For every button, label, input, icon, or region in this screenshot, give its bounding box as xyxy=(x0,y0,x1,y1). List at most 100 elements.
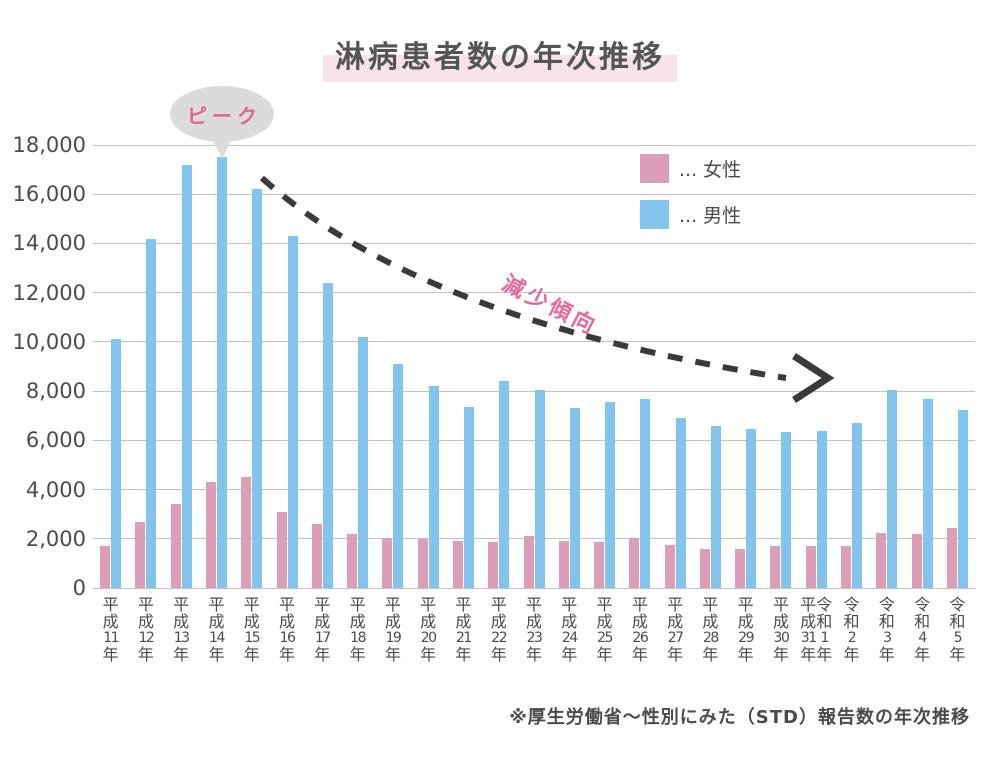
gridline xyxy=(93,390,975,392)
gridline xyxy=(93,489,975,491)
y-tick-label: 8,000 xyxy=(25,379,86,404)
bar-male xyxy=(605,402,616,588)
bar-male xyxy=(287,236,298,588)
x-tick-label: 平成 22 年 xyxy=(490,595,508,664)
bar-female xyxy=(523,536,534,588)
bar-female xyxy=(382,537,393,588)
bar-male xyxy=(710,425,721,588)
x-tick-label: 平成 26 年 xyxy=(631,595,649,664)
peak-balloon-pointer xyxy=(209,133,235,159)
bar-female xyxy=(170,504,181,588)
x-tick-label: 平成 30 年 xyxy=(772,595,790,664)
bar-female xyxy=(770,546,781,588)
gridline xyxy=(93,144,975,146)
bar-female xyxy=(946,527,957,588)
x-tick-label: 平成 11 年 xyxy=(102,595,120,664)
bar-male xyxy=(322,282,333,588)
title-bar: 淋病患者数の年次推移 xyxy=(0,30,1000,82)
bar-female xyxy=(664,544,675,588)
bar-female xyxy=(205,482,216,588)
gridline xyxy=(93,538,975,540)
x-tick-label: 平成 28 年 xyxy=(702,595,719,664)
bar-female xyxy=(735,548,746,588)
bar-male xyxy=(675,418,686,588)
bar-female xyxy=(417,538,428,588)
legend: ... 女性 ... 男性 xyxy=(640,152,741,244)
x-tick-label: 平成 25 年 xyxy=(596,595,614,664)
x-tick-label: 平成 31 年令和 1 年 xyxy=(800,595,833,664)
bar-female xyxy=(558,541,569,588)
bar-male xyxy=(887,389,898,588)
legend-swatch-male xyxy=(640,200,669,229)
bar-male xyxy=(252,189,263,588)
y-tick-label: 10,000 xyxy=(12,329,86,354)
bar-female xyxy=(876,532,887,588)
bar-female xyxy=(311,524,322,588)
x-tick-label: 平成 17 年 xyxy=(314,595,331,664)
y-tick-label: 14,000 xyxy=(12,231,86,256)
y-tick-label: 6,000 xyxy=(25,428,86,453)
x-tick-label: 平成 27 年 xyxy=(667,595,684,664)
legend-label-male: ... 男性 xyxy=(679,205,742,227)
bar-male xyxy=(428,386,439,588)
x-tick-label: 平成 29 年 xyxy=(737,595,755,664)
x-tick-label: 平成 21 年 xyxy=(455,595,472,664)
peak-balloon-label: ピーク xyxy=(187,103,262,128)
bar-male xyxy=(852,423,863,588)
legend-item-male: ... 男性 xyxy=(640,198,741,231)
legend-item-female: ... 女性 xyxy=(640,152,741,185)
bar-male xyxy=(816,430,827,588)
page-title: 淋病患者数の年次推移 xyxy=(323,30,677,82)
bar-male xyxy=(781,431,792,588)
bar-female xyxy=(100,546,111,588)
bar-male xyxy=(146,238,157,588)
bar-male xyxy=(922,398,933,588)
y-tick-label: 0 xyxy=(72,576,86,600)
bar-female xyxy=(452,541,463,588)
bar-female xyxy=(594,542,605,588)
bar-male xyxy=(358,336,369,588)
gridline xyxy=(93,439,975,441)
peak-balloon: ピーク xyxy=(170,86,274,142)
x-tick-label: 平成 19 年 xyxy=(384,595,402,664)
bar-male xyxy=(463,407,474,588)
x-tick-label: 平成 12 年 xyxy=(137,595,155,664)
bar-female xyxy=(805,546,816,588)
legend-swatch-female xyxy=(640,154,669,183)
bar-female xyxy=(841,546,852,588)
plot-area xyxy=(93,144,975,589)
legend-label-female: ... 女性 xyxy=(679,159,742,181)
x-tick-label: 平成 13 年 xyxy=(173,595,190,664)
x-tick-label: 平成 18 年 xyxy=(349,595,367,664)
x-tick-label: 平成 23 年 xyxy=(525,595,543,664)
y-tick-label: 4,000 xyxy=(25,477,86,502)
bar-male xyxy=(181,164,192,588)
y-tick-label: 12,000 xyxy=(12,280,86,305)
bar-female xyxy=(276,511,287,588)
bar-male xyxy=(111,339,122,588)
bar-female xyxy=(135,521,146,588)
bar-female xyxy=(629,537,640,588)
bar-male xyxy=(216,157,227,588)
y-tick-label: 18,000 xyxy=(12,133,86,157)
bar-male xyxy=(957,409,968,588)
x-tick-label: 平成 16 年 xyxy=(279,595,296,664)
x-tick-label: 平成 20 年 xyxy=(420,595,437,664)
y-tick-label: 2,000 xyxy=(25,526,86,551)
bar-male xyxy=(746,429,757,588)
bar-male xyxy=(640,398,651,588)
bar-male xyxy=(499,381,510,588)
bar-female xyxy=(347,533,358,588)
bar-female xyxy=(488,542,499,588)
bar-female xyxy=(241,477,252,588)
x-tick-label: 平成 15 年 xyxy=(243,595,261,664)
bar-male xyxy=(393,364,404,588)
x-tick-label: 平成 24 年 xyxy=(561,595,578,664)
bar-female xyxy=(911,533,922,588)
source-footnote: ※厚生労働省〜性別にみた（STD）報告数の年次推移 xyxy=(509,707,970,728)
